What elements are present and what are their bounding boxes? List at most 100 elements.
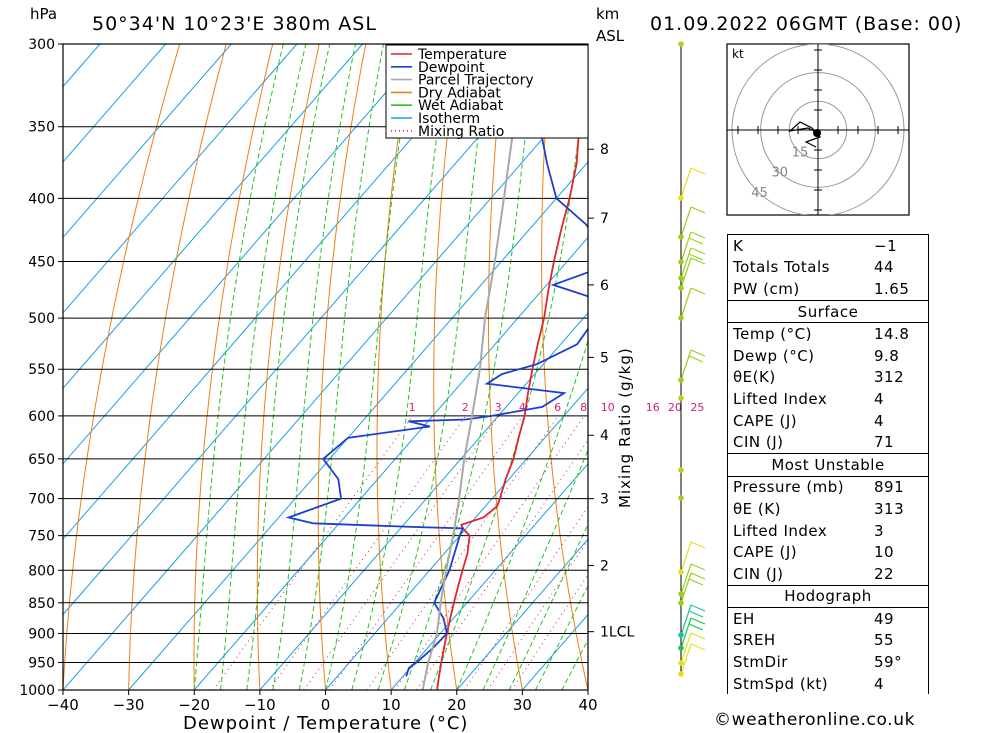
stat-key: EH: [733, 609, 755, 628]
temperature-tick-label: −40: [47, 696, 79, 714]
km-tick-label: 1LCL: [600, 625, 634, 641]
wind-barb-flag: [690, 632, 706, 640]
temperature-tick-label: 10: [382, 696, 401, 714]
storm-motion-marker: [813, 129, 821, 137]
hodograph-ring-label: 15: [792, 145, 809, 160]
stat-key: Dewp (°C): [733, 346, 815, 365]
dry-adiabat: [488, 44, 523, 690]
wind-barb-flag: [690, 563, 706, 571]
km-tick-label: 3: [600, 492, 609, 508]
wind-barb-flag: [690, 231, 706, 239]
temperature-tick-label: 0: [321, 696, 331, 714]
stat-value: 22: [874, 564, 895, 583]
pressure-tick-label: 800: [28, 563, 55, 579]
pressure-tick-label: 550: [28, 362, 55, 378]
temperature-tick-label: 20: [447, 696, 466, 714]
dry-adiabat: [317, 44, 367, 690]
stat-row: Pressure (mb) 891: [728, 477, 928, 499]
isotherm-line: [63, 44, 298, 314]
wind-barb-flag: [688, 237, 704, 245]
legend-label: Parcel Trajectory: [418, 73, 534, 89]
isotherm-line: [63, 44, 495, 540]
stat-row: Dewp (°C) 9.8: [728, 345, 928, 367]
x-axis-label: Dewpoint / Temperature (°C): [183, 713, 468, 733]
isotherm-line: [63, 44, 363, 390]
legend-label: Dry Adiabat: [418, 85, 501, 101]
isotherm-line: [63, 44, 232, 239]
wind-barb-staff: [680, 349, 692, 381]
location-title: 50°34'N 10°23'E 380m ASL: [92, 13, 377, 35]
wind-barb-staff: [680, 643, 692, 675]
stat-value: 14.8: [874, 325, 910, 344]
km-tick-label: 5: [600, 350, 609, 366]
stat-value: 4: [874, 411, 885, 430]
stat-key: CAPE (J): [733, 543, 798, 562]
stat-row: Totals Totals 44: [728, 257, 928, 279]
mixing-ratio-tick-label: 4: [519, 401, 526, 414]
stat-row: StmDir 59°: [728, 651, 928, 673]
pressure-tick-label: 300: [28, 37, 55, 53]
wind-barb-flag: [690, 167, 706, 175]
stat-key: Pressure (mb): [733, 478, 845, 497]
wind-barb-staff: [680, 563, 692, 595]
temperature-tick-label: −20: [178, 696, 210, 714]
mixing-ratio-tick-label: 20: [668, 401, 682, 414]
legend-label: Dewpoint: [418, 60, 485, 76]
hodograph-ring-label: 30: [771, 166, 788, 181]
mixing-ratio-tick-label: 25: [690, 401, 704, 414]
stat-row: CIN (J) 22: [728, 563, 928, 585]
wind-barb-staff: [680, 231, 692, 263]
wind-barb-dot: [678, 467, 684, 473]
mixing-ratio-line: [303, 415, 500, 690]
pressure-tick-label: 650: [28, 452, 55, 468]
wet-adiabat: [246, 44, 331, 690]
pressure-tick-label: 850: [28, 596, 55, 612]
hpa-label: hPa: [30, 5, 57, 23]
isotherm-line: [390, 462, 588, 690]
stat-row: θE (K) 313: [728, 498, 928, 520]
pressure-tick-label: 900: [28, 626, 55, 642]
wind-barb-flag: [688, 355, 704, 363]
stat-value: 312: [874, 368, 905, 387]
wind-barb-staff: [680, 572, 692, 604]
plot-frame: [62, 43, 589, 691]
isotherm-line: [63, 44, 167, 163]
stat-key: K: [733, 236, 744, 255]
mixing-ratio-line: [511, 573, 588, 690]
copyright: ©weatheronline.co.uk: [714, 710, 916, 730]
legend-label: Mixing Ratio: [418, 124, 504, 140]
dry-adiabat: [971, 44, 1000, 690]
wet-adiabat: [298, 44, 384, 690]
stat-value: 59°: [874, 653, 903, 672]
stat-value: 71: [874, 433, 895, 452]
wet-adiabat: [403, 44, 537, 690]
stat-key: SREH: [733, 631, 776, 650]
stat-value: 10: [874, 543, 895, 562]
stat-row: StmSpd (kt) 4: [728, 673, 928, 695]
wet-adiabat: [535, 584, 588, 690]
wind-barb-flag: [690, 643, 706, 651]
mixing-ratio-tick-label: 1: [409, 401, 416, 414]
temperature-tick-label: 30: [513, 696, 532, 714]
stat-value: 4: [874, 674, 885, 693]
isotherm-line: [325, 387, 588, 690]
axis-ticks: 3003504004505005506006507007508008509009…: [19, 37, 634, 714]
stat-row: K −1: [728, 235, 928, 257]
stat-value: 1.65: [874, 279, 910, 298]
stat-row: Lifted Index 3: [728, 520, 928, 542]
stat-key: Lifted Index: [733, 521, 828, 540]
mixing-ratio-tick-label: 6: [554, 401, 561, 414]
wind-barb-staff: [680, 257, 692, 289]
hodograph-trace: [788, 121, 822, 148]
wet-adiabat: [220, 44, 307, 690]
km-tick-label: 2: [600, 559, 609, 575]
wind-barb-flag: [688, 253, 704, 261]
pressure-tick-label: 450: [28, 255, 55, 271]
mixing-ratio-tick-label: 8: [580, 401, 587, 414]
wet-adiabat: [325, 44, 416, 690]
stat-key: StmSpd (kt): [733, 674, 829, 693]
stat-row: SREH 55: [728, 630, 928, 652]
stat-key: θE (K): [733, 499, 781, 518]
stat-key: StmDir: [733, 653, 788, 672]
